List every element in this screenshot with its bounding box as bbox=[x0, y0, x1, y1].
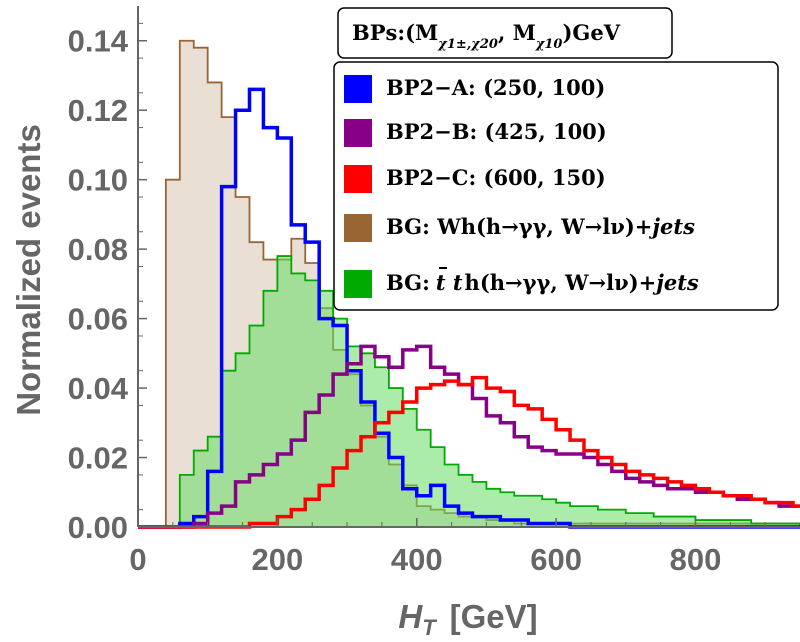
legend-swatches bbox=[344, 75, 372, 298]
y-tick-label: 0.06 bbox=[68, 302, 128, 337]
y-tick-label: 0.04 bbox=[68, 371, 129, 406]
y-tick-label: 0.08 bbox=[68, 232, 128, 267]
series-bg-tt-h-h-w-l-jets bbox=[138, 255, 800, 528]
series-bp2-c-600-150 bbox=[138, 375, 800, 529]
plot-area: 0 200 400 600 800 0.000.020.040.060.080.100.… bbox=[68, 6, 800, 577]
legend-swatch-bp2-b-425-100 bbox=[344, 119, 372, 147]
legend-label-bp2b: BP2−B: (425, 100) bbox=[386, 119, 607, 144]
y-tick-label: 0.00 bbox=[68, 510, 128, 545]
x-tick-label: 600 bbox=[530, 542, 582, 577]
x-tick-label: 200 bbox=[252, 542, 304, 577]
legend-title: BPs:(Mχ1±,χ20, Mχ10)GeV bbox=[352, 20, 621, 52]
x-axis-title-sub: T bbox=[422, 615, 437, 640]
legend-label-bp2a: BP2−A: (250, 100) bbox=[386, 75, 605, 100]
x-tick-label: 0 bbox=[129, 542, 146, 577]
y-ticks: 0.00 0.02 0.04 0.06 0.08 0.10 0.12 0.14 bbox=[68, 22, 147, 545]
legend-label-bg-tth: BG: t th(h→γγ, W→lν)+jets bbox=[386, 270, 699, 295]
x-axis-title-unit: [GeV] bbox=[450, 598, 538, 635]
x-axis-title-main: H bbox=[398, 598, 423, 635]
y-tick-label: 0.12 bbox=[68, 93, 128, 128]
series-layer bbox=[138, 39, 800, 529]
x-tick-label: 400 bbox=[391, 542, 443, 577]
y-axis-title: Normalized events bbox=[10, 124, 47, 416]
y-tick-label: 0.10 bbox=[68, 163, 128, 198]
legend-box bbox=[333, 61, 779, 311]
legend-title-box: BPs:(Mχ1±,χ20, Mχ10)GeV bbox=[337, 7, 673, 59]
legend: BP2−A: (250, 100) BP2−B: (425, 100) BP2−… bbox=[333, 61, 779, 311]
x-ticks: 0 200 400 600 800 bbox=[129, 518, 766, 577]
legend-swatch-bg-wh-h-w-l-jets bbox=[344, 214, 372, 242]
legend-swatch-bp2-c-600-150 bbox=[344, 165, 372, 193]
x-axis-title: HT [GeV] bbox=[398, 598, 537, 640]
y-tick-label: 0.02 bbox=[68, 441, 128, 476]
legend-swatch-bp2-a-250-100 bbox=[344, 75, 372, 103]
y-tick-label: 0.14 bbox=[68, 24, 129, 59]
legend-swatch-bg-tt-h-h-w-l-jets bbox=[344, 270, 372, 298]
legend-label-bp2c: BP2−C: (600, 150) bbox=[386, 165, 606, 190]
legend-label-bg-wh: BG: Wh(h→γγ, W→lν)+jets bbox=[386, 214, 695, 239]
x-tick-label: 800 bbox=[670, 542, 722, 577]
